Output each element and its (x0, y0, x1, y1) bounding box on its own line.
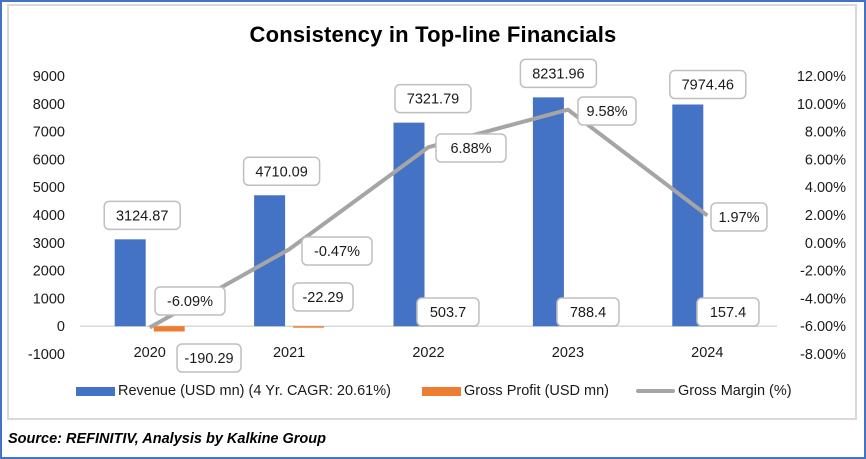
data-label-revenue: 8231.96 (519, 58, 598, 89)
data-label-text: -190.29 (184, 351, 233, 367)
data-label-gross-margin: -0.47% (301, 236, 373, 266)
data-label-text: 157.4 (710, 305, 746, 321)
legend-label-revenue: Revenue (USD mn) (4 Yr. CAGR: 20.61%) (118, 383, 391, 399)
right-axis-tick-label: 2.00% (805, 208, 846, 224)
line-gross-margin (148, 107, 709, 330)
data-labels: 3124.87 4710.09 7321.79 8231.96 7974.46 -190.… (103, 58, 768, 373)
data-label-box (669, 69, 747, 100)
right-axis-tick-label: -4.00% (800, 291, 846, 307)
data-label-text: -6.09% (167, 294, 213, 310)
category-label: 2023 (552, 345, 584, 361)
data-label-text: 503.7 (430, 305, 466, 321)
data-label-box (710, 202, 768, 232)
data-label-box (242, 156, 321, 187)
data-label-box (301, 236, 373, 266)
data-label-text: -0.47% (314, 244, 360, 260)
data-label-gross-profit: 503.7 (416, 297, 480, 327)
data-label-box (292, 282, 354, 312)
data-label-box (176, 343, 242, 373)
data-label-gross-margin: 6.88% (435, 133, 507, 163)
left-axis-tick-label: 4000 (33, 208, 65, 224)
category-labels: 2020 2021 2022 2023 2024 (134, 345, 724, 361)
data-label-text: 1.97% (718, 210, 759, 226)
legend: Revenue (USD mn) (4 Yr. CAGR: 20.61%) Gr… (0, 383, 866, 403)
data-label-gross-margin: -6.09% (154, 286, 226, 316)
data-label-text: 3124.87 (116, 208, 168, 224)
legend-swatch-gross-margin (636, 389, 675, 393)
category-label: 2024 (691, 345, 723, 361)
left-axis-tick-label: 9000 (33, 69, 65, 85)
right-axis-tick-label: 10.00% (797, 97, 846, 113)
right-axis-tick-label: 4.00% (805, 180, 846, 196)
data-label-box (103, 200, 181, 231)
right-axis: 12.00% 10.00% 8.00% 6.00% 4.00% 2.00% 0.00% -2.… (797, 69, 846, 363)
right-axis-tick-label: 6.00% (805, 152, 846, 168)
data-label-gross-margin: 9.58% (577, 96, 637, 126)
right-axis-tick-label: -6.00% (800, 319, 846, 335)
data-label-revenue: 7974.46 (669, 69, 747, 100)
data-label-box (556, 297, 620, 327)
data-label-gross-profit: -190.29 (176, 343, 242, 373)
left-axis-tick-label: -1000 (28, 347, 65, 363)
data-label-text: 7974.46 (682, 78, 734, 94)
bar-revenue-2024 (672, 104, 704, 327)
legend-label-gross-profit: Gross Profit (USD mn) (464, 383, 610, 399)
left-axis-tick-label: 2000 (33, 264, 65, 280)
data-label-text: -22.29 (302, 290, 343, 306)
left-axis-tick-label: 0 (57, 319, 65, 335)
data-label-gross-profit: 157.4 (696, 297, 760, 327)
right-axis-tick-label: 0.00% (805, 236, 846, 252)
line-series (148, 107, 709, 330)
legend-swatch-revenue (76, 386, 115, 396)
data-label-text: 9.58% (586, 104, 627, 120)
legend-item-gross-profit: Gross Profit (USD mn) (422, 383, 609, 399)
legend-label-gross-margin: Gross Margin (%) (678, 383, 792, 399)
data-label-box (696, 297, 760, 327)
category-label: 2022 (412, 345, 444, 361)
left-axis-tick-label: 6000 (33, 152, 65, 168)
category-label: 2021 (273, 345, 305, 361)
left-axis: 9000 8000 7000 6000 5000 4000 3000 2000 1000 0 -10… (28, 69, 65, 363)
left-axis-tick-label: 8000 (33, 97, 65, 113)
data-label-text: 4710.09 (255, 164, 307, 180)
right-axis-tick-label: -2.00% (800, 264, 846, 280)
data-label-box (394, 83, 472, 114)
left-axis-tick-label: 3000 (33, 236, 65, 252)
bar-gross-profit-2020 (153, 326, 185, 332)
bar-series (114, 97, 743, 332)
bar-revenue-2022 (393, 122, 425, 327)
data-label-box (416, 297, 480, 327)
data-label-revenue: 7321.79 (394, 83, 472, 114)
data-label-box (577, 96, 637, 126)
category-label: 2020 (134, 345, 166, 361)
data-label-text: 6.88% (450, 141, 491, 157)
data-label-text: 788.4 (570, 305, 606, 321)
data-label-revenue: 3124.87 (103, 200, 181, 231)
data-label-gross-profit: -22.29 (292, 282, 354, 312)
data-label-box (435, 133, 507, 163)
data-label-text: 7321.79 (407, 92, 459, 108)
left-axis-tick-label: 5000 (33, 180, 65, 196)
right-axis-tick-label: -8.00% (800, 347, 846, 363)
chart-title: Consistency in Top-line Financials (249, 22, 617, 47)
legend-item-revenue: Revenue (USD mn) (4 Yr. CAGR: 20.61%) (76, 383, 391, 399)
data-label-revenue: 4710.09 (242, 156, 321, 187)
source-note: Source: REFINITIV, Analysis by Kalkine G… (8, 431, 327, 447)
data-label-box (519, 58, 598, 89)
legend-item-gross-margin: Gross Margin (%) (636, 383, 792, 399)
right-axis-tick-label: 12.00% (797, 69, 846, 85)
data-label-text: 8231.96 (532, 66, 584, 82)
bar-revenue-2023 (532, 97, 564, 327)
data-label-gross-profit: 788.4 (556, 297, 620, 327)
data-label-box (154, 286, 226, 316)
legend-swatch-gross-profit (422, 386, 461, 396)
left-axis-tick-label: 7000 (33, 125, 65, 141)
data-label-gross-margin: 1.97% (710, 202, 768, 232)
bar-gross-profit-2021 (293, 326, 325, 328)
left-axis-tick-label: 1000 (33, 291, 65, 307)
bar-revenue-2020 (114, 239, 146, 327)
right-axis-tick-label: 8.00% (805, 125, 846, 141)
